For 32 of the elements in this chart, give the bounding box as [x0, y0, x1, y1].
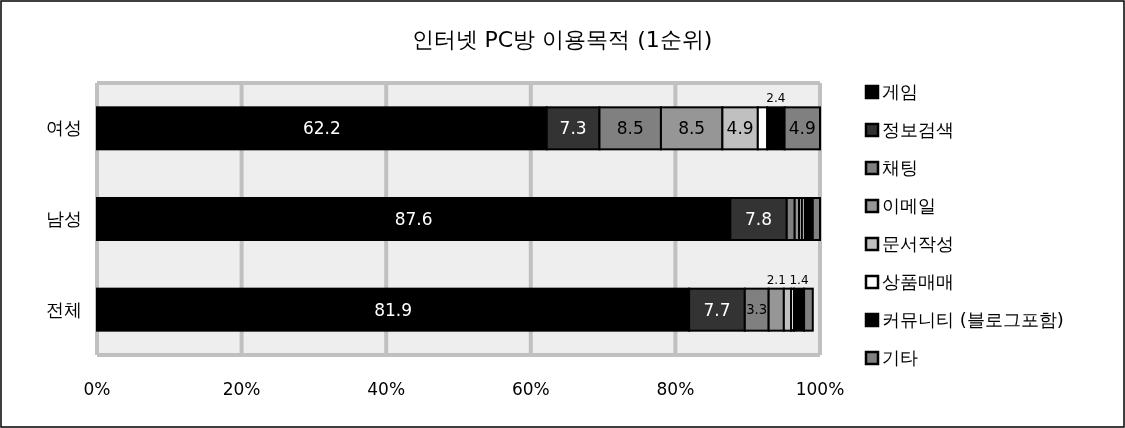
legend-label: 상품매매 — [882, 271, 954, 292]
legend-label: 커뮤니티 (블로그포함) — [882, 309, 1064, 330]
data-label: 2.1 — [766, 272, 786, 287]
x-tick-label: 40% — [367, 379, 406, 399]
y-tick-label: 전체 — [46, 298, 82, 320]
data-label: 8.5 — [616, 118, 644, 139]
x-tick-label: 60% — [511, 379, 550, 399]
data-label: 1.4 — [789, 272, 809, 287]
data-label: 62.2 — [302, 118, 341, 139]
data-label: 2.4 — [766, 91, 786, 106]
legend-label: 기타 — [882, 347, 918, 368]
legend-label: 게임 — [882, 81, 918, 102]
data-label: 7.8 — [745, 208, 773, 229]
x-tick-label: 100% — [795, 379, 845, 399]
data-label: 4.9 — [726, 118, 754, 139]
data-label: 4.9 — [788, 118, 816, 139]
data-label: 81.9 — [374, 299, 412, 320]
data-label: 8.5 — [678, 118, 706, 139]
data-label: 87.6 — [394, 208, 433, 229]
legend-label: 채팅 — [882, 157, 918, 178]
chart-title: 인터넷 PC방 이용목적 (1순위) — [411, 27, 713, 52]
data-label: 7.7 — [703, 299, 731, 320]
data-label: 3.3 — [746, 302, 768, 318]
legend-label: 문서작성 — [882, 233, 954, 254]
y-tick-label: 여성 — [46, 117, 82, 139]
x-tick-label: 0% — [83, 379, 111, 399]
y-tick-label: 남성 — [46, 208, 82, 229]
x-tick-label: 20% — [222, 379, 261, 399]
legend-label: 정보검색 — [882, 119, 954, 140]
x-tick-label: 80% — [656, 379, 695, 399]
legend-label: 이메일 — [882, 195, 936, 216]
data-label: 7.3 — [559, 118, 587, 139]
